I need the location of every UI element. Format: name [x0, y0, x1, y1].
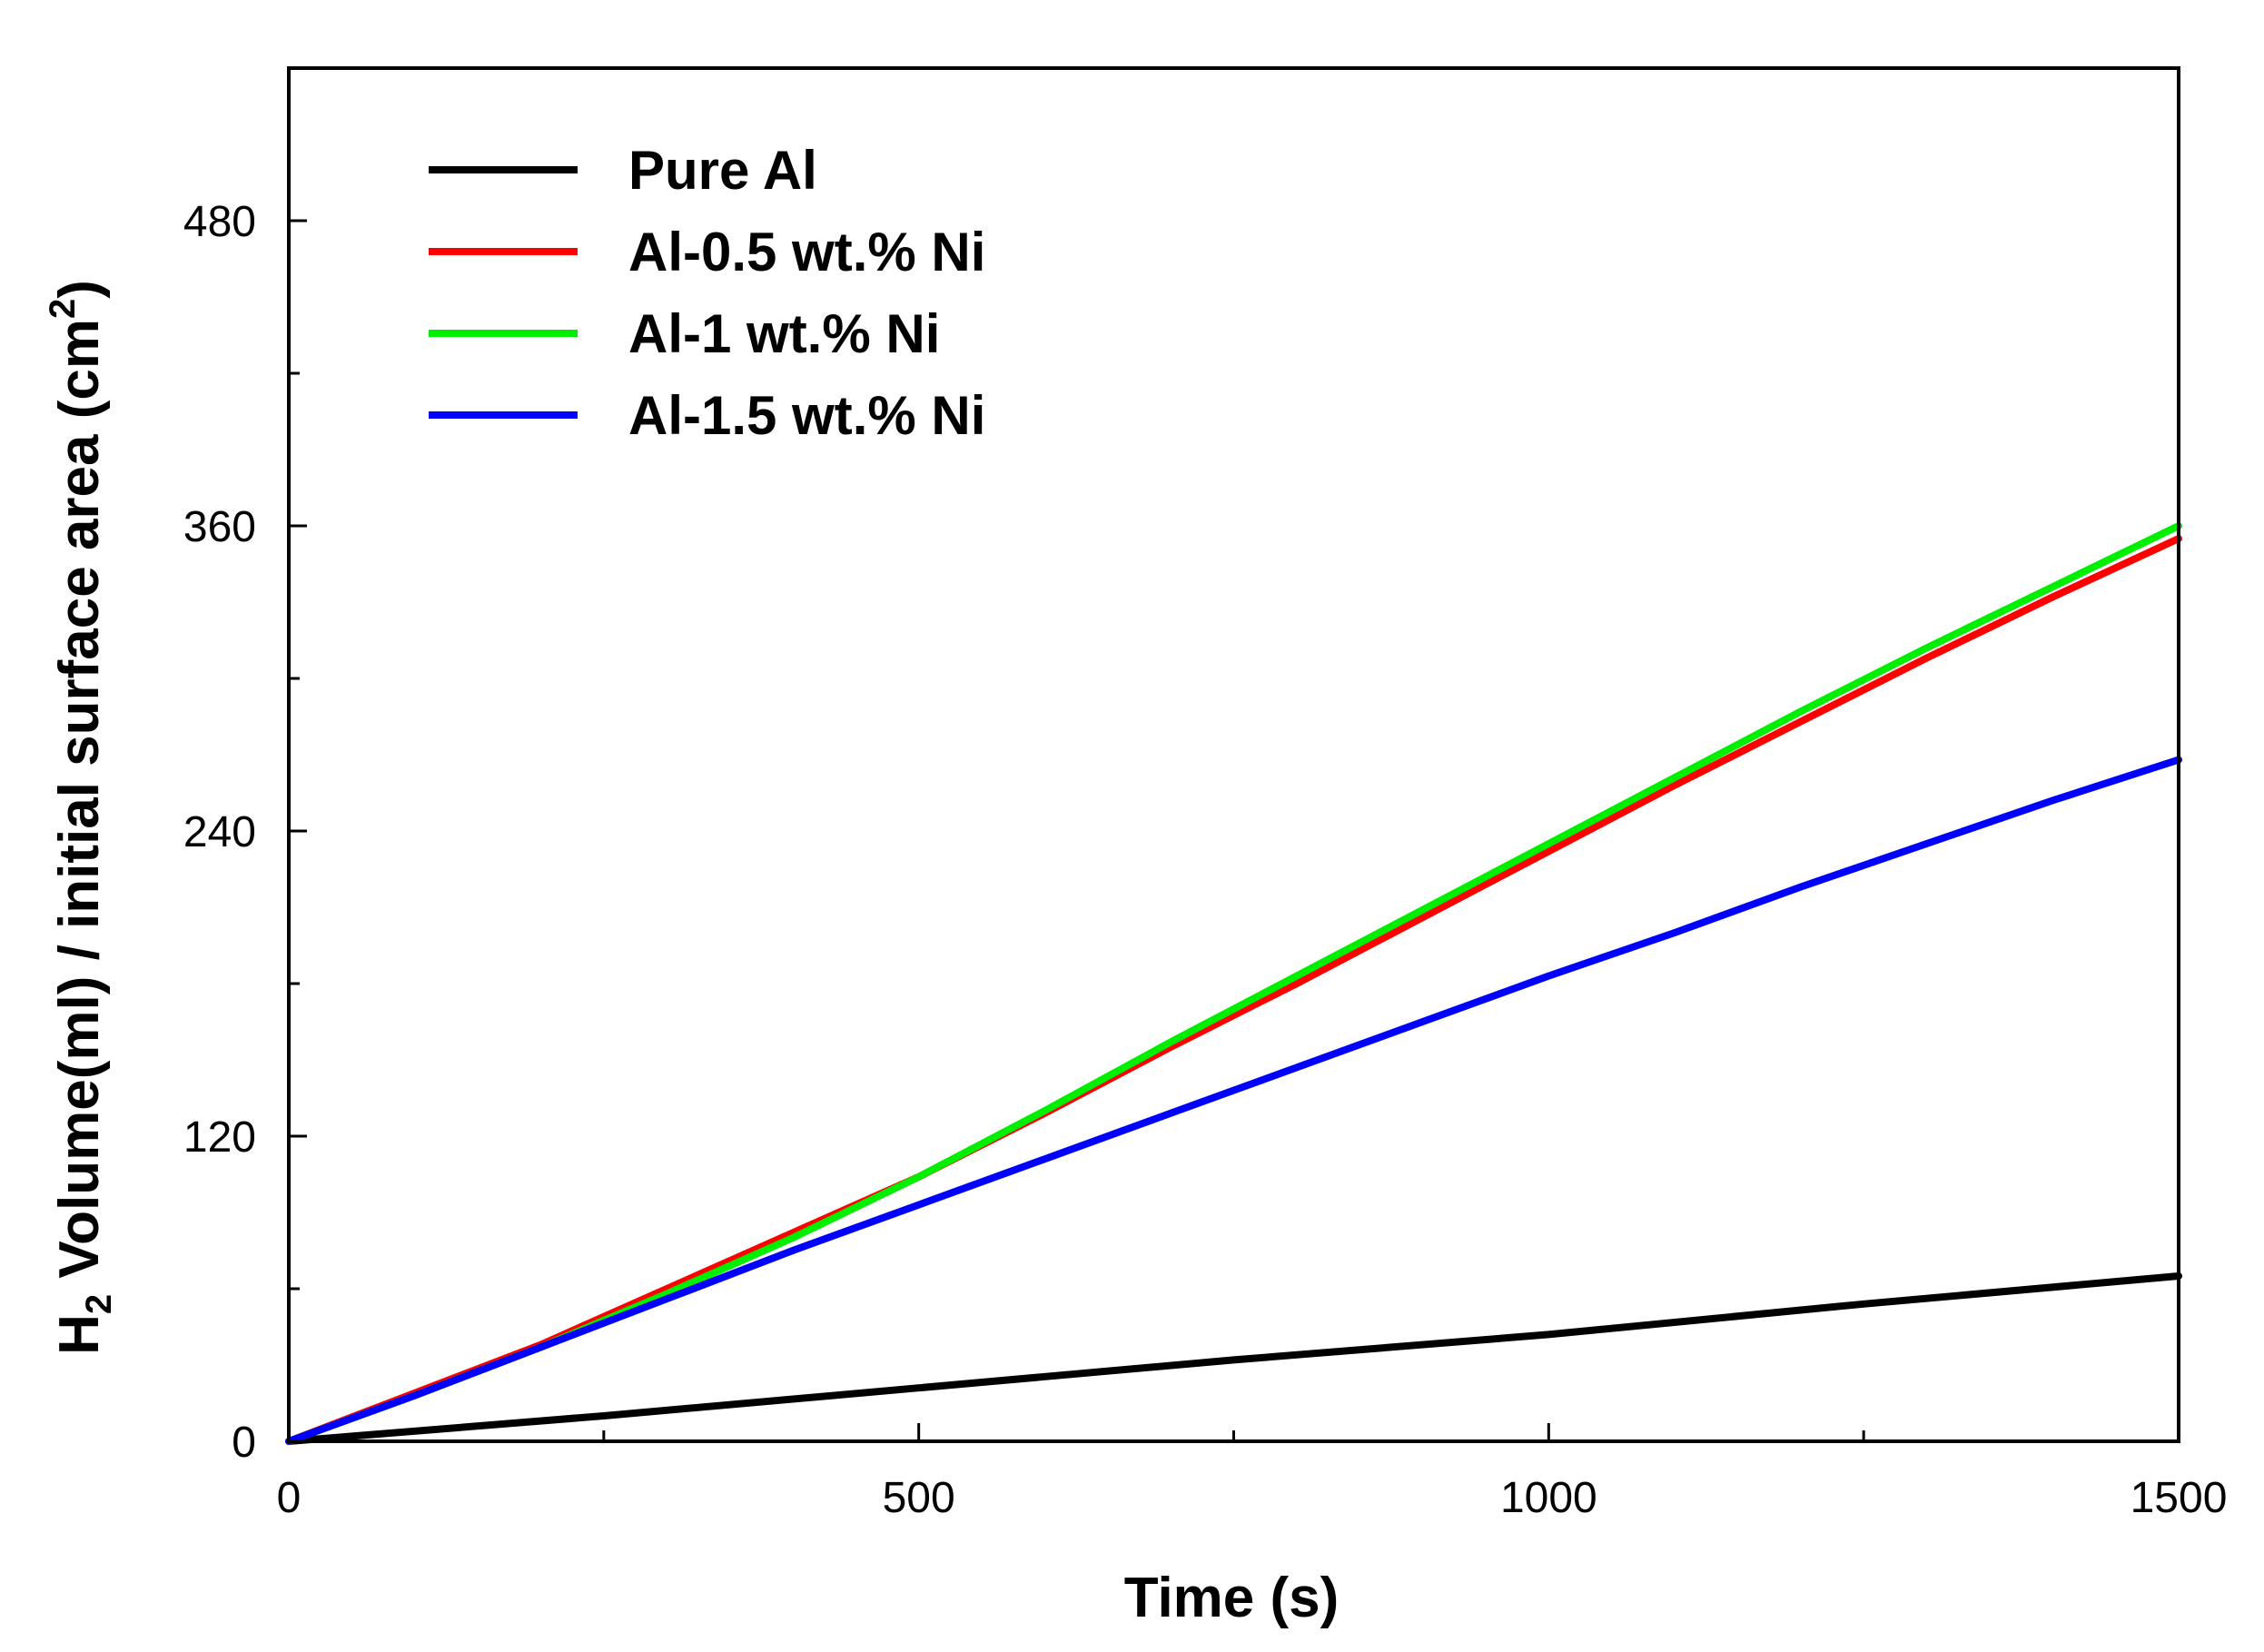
y-axis-title: H2 Volume(ml) / initial surface area (cm… — [43, 280, 119, 1355]
x-tick-label-0: 0 — [277, 1474, 302, 1522]
x-tick-label-3: 1500 — [2131, 1474, 2228, 1522]
y-axis-title-subscript: 2 — [79, 1294, 119, 1314]
y-tick-label-4: 480 — [183, 198, 256, 246]
legend-label-1: Al-0.5 wt.% Ni — [628, 222, 985, 282]
y-tick-label-0: 0 — [232, 1419, 256, 1467]
y-axis-title-prefix: H — [48, 1314, 111, 1355]
y-axis-title-middle: Volume(ml) / initial surface area (cm — [48, 319, 111, 1294]
legend-label-3: Al-1.5 wt.% Ni — [628, 385, 985, 446]
y-tick-label-1: 120 — [183, 1113, 256, 1162]
series-line-3 — [285, 756, 2182, 1445]
y-tick-label-2: 240 — [183, 808, 256, 856]
x-axis-title: Time (s) — [1124, 1567, 1340, 1629]
x-tick-label-2: 1000 — [1500, 1474, 1597, 1522]
axis-ticks — [287, 219, 2180, 1443]
y-axis-title-suffix: ) — [48, 280, 111, 299]
y-axis-title-superscript: 2 — [43, 299, 83, 319]
legend-label-2: Al-1 wt.% Ni — [628, 303, 940, 364]
y-tick-label-3: 360 — [183, 503, 256, 551]
series-lines — [285, 522, 2182, 1445]
series-line-0 — [285, 1272, 2182, 1445]
legend-label-0: Pure Al — [628, 140, 817, 201]
axis-tick-labels: 0 500 1000 1500 0 120 240 360 480 — [183, 198, 2227, 1522]
legend: Pure Al Al-0.5 wt.% Ni Al-1 wt.% Ni Al-1.5 … — [429, 140, 985, 446]
x-tick-label-1: 500 — [883, 1474, 955, 1522]
